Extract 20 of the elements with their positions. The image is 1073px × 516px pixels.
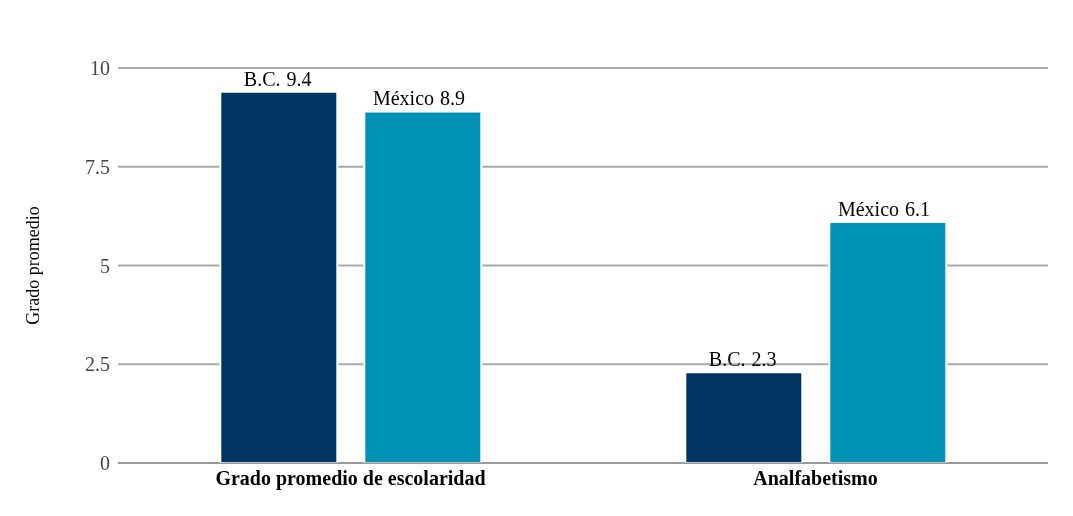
bar bbox=[828, 221, 948, 463]
bar bbox=[684, 371, 804, 463]
x-tick-label: Analfabetismo bbox=[753, 467, 878, 490]
x-tick-label: Grado promedio de escolaridad bbox=[215, 467, 486, 491]
series-label: México bbox=[372, 87, 435, 110]
data-label: 2.3 bbox=[751, 348, 777, 371]
data-label: 9.4 bbox=[286, 67, 312, 90]
y-tick-label: 10 bbox=[90, 57, 110, 80]
bar bbox=[363, 110, 483, 463]
data-label: 6.1 bbox=[905, 198, 931, 221]
bar bbox=[219, 90, 339, 463]
y-tick-label: 0 bbox=[100, 452, 110, 475]
y-axis-title: Grado promedio bbox=[23, 206, 44, 325]
y-tick-label: 7.5 bbox=[85, 155, 110, 178]
y-tick-label: 5 bbox=[100, 254, 110, 277]
text: México bbox=[837, 198, 900, 221]
series-label: B.C. bbox=[243, 67, 281, 90]
y-tick-label: 2.5 bbox=[85, 353, 110, 376]
data-label: 8.9 bbox=[440, 87, 466, 110]
text: B.C. bbox=[708, 348, 746, 371]
